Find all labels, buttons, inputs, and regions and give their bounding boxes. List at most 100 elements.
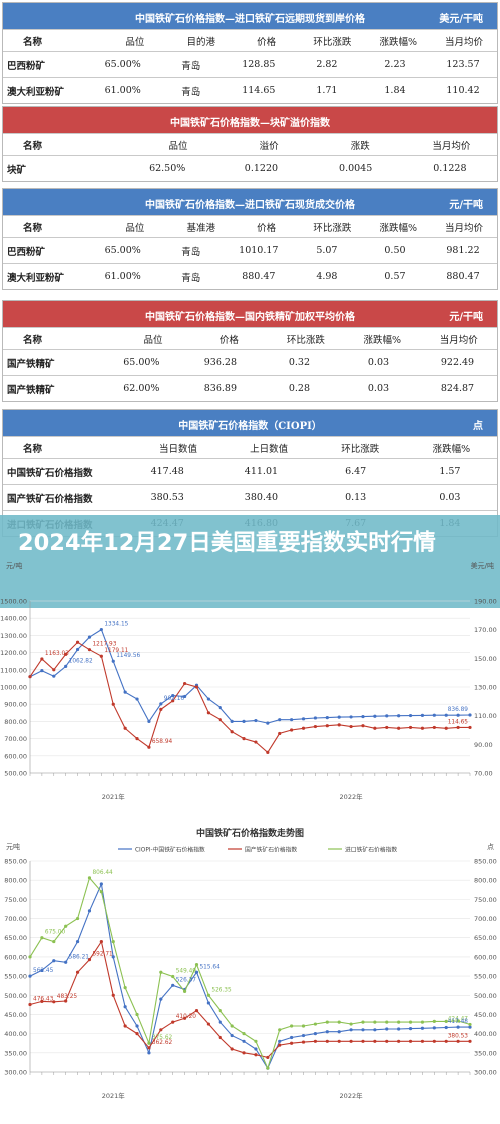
data-point bbox=[385, 725, 389, 730]
x-year-label: 2022年 bbox=[340, 792, 364, 801]
data-point bbox=[87, 635, 92, 639]
table-cell: 块矿 bbox=[7, 164, 27, 176]
table-row: 国产铁精矿 65.00% 936.28 0.32 0.03 922.49 bbox=[3, 349, 497, 375]
y-tick-label-left: 1400.00 bbox=[0, 615, 27, 623]
table-title-bar: 中国铁矿石价格指数（CIOPI） 点 bbox=[3, 410, 497, 436]
column-header: 当月均价 bbox=[445, 222, 484, 234]
data-point bbox=[242, 1051, 246, 1055]
table-header-row: 名称 品位 基准港 价格 环比涨跌 涨跌幅% 当月均价 bbox=[3, 215, 497, 237]
table-title-bar: 中国铁矿石价格指数—进口铁矿石现货成交价格 元/干吨 bbox=[3, 189, 497, 215]
table-cell: 65.00% bbox=[123, 357, 160, 368]
column-header: 涨跌 bbox=[350, 140, 370, 152]
table-unit: 美元/干吨 bbox=[439, 14, 483, 25]
table-cell: 61.00% bbox=[104, 271, 141, 282]
data-point bbox=[99, 890, 103, 894]
data-point bbox=[432, 1019, 436, 1023]
data-point bbox=[468, 1025, 472, 1029]
y-tick-label-left: 300.00 bbox=[4, 1069, 27, 1077]
column-header: 溢价 bbox=[259, 140, 279, 152]
price-table-1: 中国铁矿石价格指数—进口铁矿石远期现货到岸价格 美元/干吨 名称 品位 目的港 价格 环比涨… bbox=[2, 2, 498, 104]
data-point bbox=[171, 1020, 175, 1024]
x-year-label: 2021年 bbox=[102, 792, 126, 801]
data-point bbox=[349, 724, 353, 729]
data-label: 526.37 bbox=[176, 977, 197, 983]
column-header: 当月均价 bbox=[432, 140, 471, 152]
data-point bbox=[254, 718, 258, 723]
data-point bbox=[266, 750, 270, 754]
data-point bbox=[349, 1022, 353, 1026]
data-point bbox=[87, 957, 92, 962]
column-header: 涨跌幅% bbox=[363, 334, 402, 346]
table-row: 中国铁矿石价格指数 417.48 411.01 6.47 1.57 bbox=[3, 458, 497, 484]
data-point bbox=[135, 1012, 139, 1017]
data-point bbox=[123, 1024, 127, 1028]
data-point bbox=[468, 1022, 472, 1027]
table-cell: 380.53 bbox=[150, 492, 184, 503]
y-tick-label-left: 600.00 bbox=[4, 752, 27, 760]
data-point bbox=[290, 1035, 294, 1040]
data-point bbox=[123, 1005, 127, 1009]
y-tick-label-right: 150.00 bbox=[474, 655, 497, 663]
data-point bbox=[159, 970, 163, 974]
data-label: 1163.03 bbox=[45, 651, 69, 657]
table-title: 中国铁矿石价格指数—国内铁精矿加权平均价格 bbox=[145, 312, 355, 323]
y-tick-label-left: 850.00 bbox=[4, 858, 27, 866]
table-cell: 880.47 bbox=[446, 271, 480, 282]
data-label: 806.44 bbox=[92, 870, 113, 876]
headline-banner: 2024年12月27日美国重要指数实时行情 bbox=[0, 515, 500, 608]
data-point bbox=[444, 713, 448, 717]
data-point bbox=[349, 715, 353, 719]
data-point bbox=[325, 1030, 329, 1034]
data-point bbox=[194, 962, 199, 967]
data-point bbox=[313, 1022, 318, 1026]
data-point bbox=[171, 974, 175, 979]
data-point bbox=[52, 939, 56, 944]
column-header: 上日数值 bbox=[250, 443, 289, 455]
data-label: 1217.93 bbox=[92, 642, 116, 648]
table-cell: 国产铁精矿 bbox=[7, 358, 55, 370]
table-cell: 青岛 bbox=[181, 272, 201, 284]
data-point bbox=[87, 909, 92, 913]
column-header: 品位 bbox=[143, 334, 163, 346]
table-header-row: 名称 品位 目的港 价格 环比涨跌 涨跌幅% 当月均价 bbox=[3, 29, 497, 51]
column-header: 环比涨跌 bbox=[313, 36, 352, 48]
data-point bbox=[111, 702, 115, 706]
table-title: 中国铁矿石价格指数（CIOPI） bbox=[178, 421, 322, 432]
data-point bbox=[278, 1043, 282, 1047]
data-point bbox=[218, 1035, 222, 1040]
column-header: 当月均价 bbox=[439, 334, 478, 346]
data-point bbox=[135, 1024, 139, 1028]
data-label: 410.20 bbox=[176, 1014, 197, 1020]
data-point bbox=[361, 724, 365, 728]
data-point bbox=[206, 711, 210, 715]
y-tick-label-right: 550.00 bbox=[474, 973, 497, 981]
data-point bbox=[373, 726, 377, 730]
column-header: 价格 bbox=[257, 36, 277, 48]
y-tick-label-left: 1100.00 bbox=[0, 666, 27, 674]
table-cell: 0.03 bbox=[367, 357, 390, 368]
data-label: 902.16 bbox=[164, 696, 185, 702]
y-tick-label-left: 700.00 bbox=[4, 915, 27, 923]
y-tick-label-left: 900.00 bbox=[4, 701, 27, 709]
table-row: 块矿 62.50% 0.1220 0.0045 0.1228 bbox=[3, 155, 497, 181]
data-point bbox=[135, 1032, 139, 1036]
column-header: 名称 bbox=[23, 334, 43, 346]
data-point bbox=[194, 970, 199, 974]
data-point bbox=[171, 983, 175, 987]
y-tick-label-left: 700.00 bbox=[4, 735, 27, 743]
data-point bbox=[52, 668, 56, 672]
y-tick-label-right: 600.00 bbox=[474, 953, 497, 961]
column-header: 名称 bbox=[23, 36, 43, 48]
data-point bbox=[87, 648, 92, 652]
data-point bbox=[385, 714, 389, 718]
table-row: 澳大利亚粉矿 61.00% 青岛 114.65 1.71 1.84 110.42 bbox=[3, 77, 497, 103]
data-point bbox=[64, 924, 68, 928]
data-point bbox=[313, 1039, 318, 1043]
data-point bbox=[206, 1022, 210, 1026]
y-tick-label-right: 850.00 bbox=[474, 858, 497, 866]
y-tick-label-left: 500.00 bbox=[4, 992, 27, 1000]
table-cell: 110.42 bbox=[446, 85, 480, 96]
y-tick-label-right: 800.00 bbox=[474, 877, 497, 885]
data-label: 562.45 bbox=[33, 968, 54, 974]
